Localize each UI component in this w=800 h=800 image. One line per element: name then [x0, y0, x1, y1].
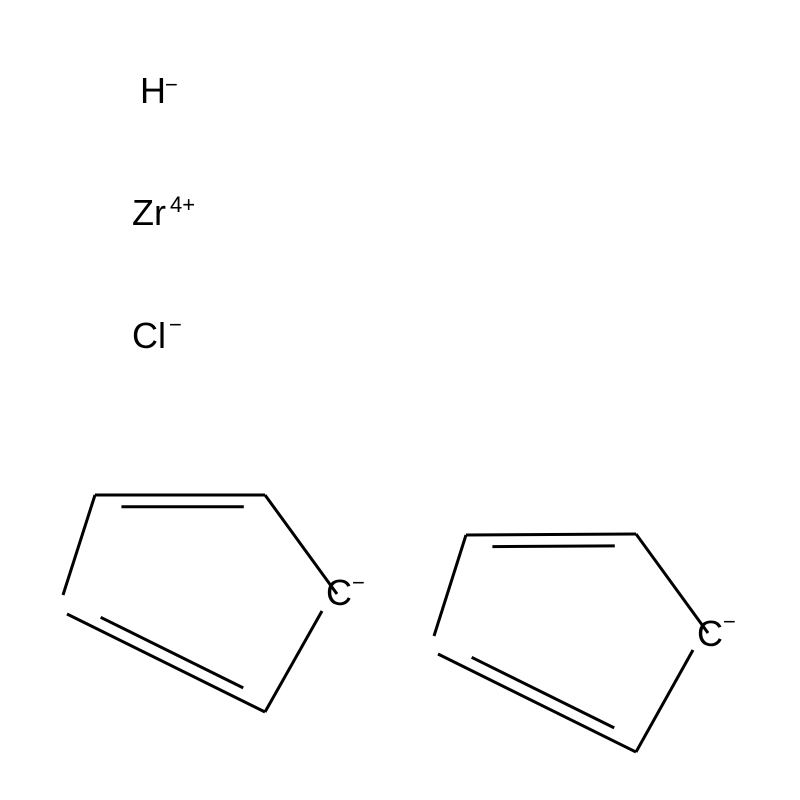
svg-text:Zr: Zr — [132, 192, 166, 233]
cp1 — [63, 495, 337, 712]
zirconium: Zr4+ — [132, 192, 195, 233]
cp1-carbanion: C− — [326, 570, 365, 613]
svg-text:H: H — [140, 70, 166, 111]
svg-text:C: C — [697, 613, 723, 654]
svg-text:−: − — [723, 609, 736, 634]
cp2-carbanion: C− — [697, 609, 736, 654]
chloride: Cl− — [132, 312, 182, 356]
cyclopentadienyl-rings — [63, 495, 708, 752]
svg-text:4+: 4+ — [170, 192, 195, 217]
cp2 — [434, 534, 708, 752]
svg-text:C: C — [326, 572, 352, 613]
svg-text:−: − — [165, 72, 178, 97]
svg-text:Cl: Cl — [132, 315, 166, 356]
svg-text:−: − — [169, 312, 182, 337]
atom-labels: H−Zr4+Cl−C−C− — [132, 70, 736, 654]
svg-text:−: − — [352, 570, 365, 595]
chemical-structure-diagram: H−Zr4+Cl−C−C− — [0, 0, 800, 800]
hydride: H− — [140, 70, 178, 111]
